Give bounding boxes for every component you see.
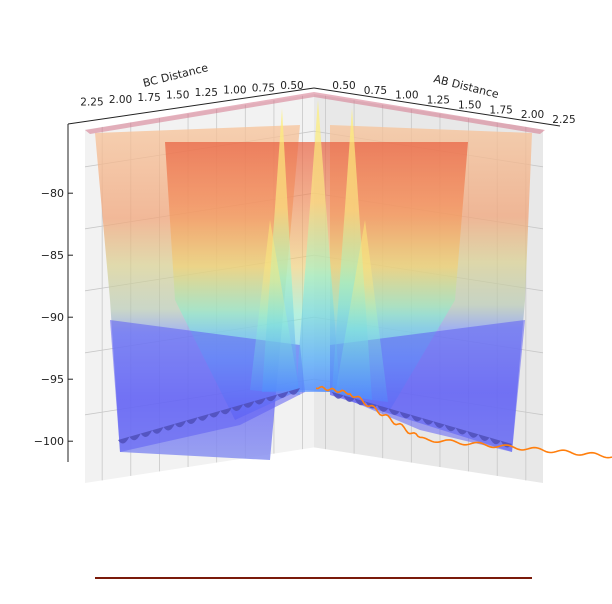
bc-tick-label: 1.75: [137, 92, 160, 104]
axis-ticks: −80 −85 −90 −95 −100 0.50 0.75 1.00 1.25 1.50 1.75…: [34, 80, 576, 462]
right-scallop: [444, 424, 456, 432]
ab-tick-label: 1.00: [395, 90, 418, 102]
bc-tick-label: 0.75: [252, 82, 275, 94]
bc-tick-label: 1.50: [166, 89, 189, 101]
left-scallop: [186, 417, 198, 425]
surface-spike: [250, 220, 300, 395]
z-tick-label: −95: [41, 373, 64, 386]
ab-tick-label: 1.50: [458, 99, 481, 111]
ab-tick-label: 2.00: [521, 109, 544, 121]
trajectory-path: [315, 385, 612, 459]
left-scallop: [265, 394, 278, 402]
right-scallop: [433, 421, 445, 429]
left-scallop: [243, 401, 255, 408]
bc-tick-label: 2.25: [80, 96, 103, 108]
bc-axis-line: [67, 87, 315, 125]
right-scallop: [467, 431, 479, 438]
surface-spike: [296, 100, 340, 392]
z-tick-label: −80: [41, 187, 64, 200]
left-scallop: [277, 391, 289, 399]
right-scallop: [478, 434, 490, 442]
potential-surface: [85, 92, 545, 460]
left-scallop: [129, 433, 141, 441]
left-scallop: [140, 430, 153, 438]
bc-axis-label: BC Distance: [142, 61, 210, 90]
bc-tick-label: 0.50: [280, 80, 303, 92]
right-scallop: [399, 411, 411, 419]
bc-tick-label: 2.00: [109, 94, 132, 106]
surface-spike: [335, 220, 388, 402]
left-scallop: [174, 420, 187, 428]
z-tick-label: −100: [34, 435, 64, 448]
right-scallop: [410, 414, 422, 422]
left-scallop: [288, 388, 300, 395]
left-scallop: [118, 436, 130, 444]
ab-tick-label: 0.50: [332, 80, 355, 92]
z-tick-label: −85: [41, 249, 64, 262]
left-scallop: [231, 404, 244, 412]
trajectory-line: [315, 385, 612, 459]
left-scallop: [152, 427, 164, 434]
right-scallop: [422, 418, 434, 425]
left-scallop: [254, 397, 266, 405]
right-scallop: [343, 395, 355, 403]
bc-tick-label: 1.25: [195, 87, 218, 99]
ab-axis-line: [313, 87, 561, 127]
left-scallop: [163, 423, 175, 431]
right-scallop: [455, 427, 467, 435]
right-scallop: [489, 437, 501, 445]
right-scallop: [332, 392, 344, 399]
ab-tick-label: 0.75: [364, 85, 387, 97]
z-tick-label: −90: [41, 311, 64, 324]
right-scallop: [377, 405, 389, 412]
ab-tick-label: 1.75: [489, 104, 512, 116]
right-scallop: [388, 408, 400, 416]
left-scallop: [209, 410, 221, 418]
left-scallop: [197, 414, 209, 421]
ab-tick-label: 2.25: [552, 114, 575, 126]
bc-tick-label: 1.00: [223, 85, 246, 97]
left-scallop: [220, 407, 232, 415]
right-scallop: [354, 398, 366, 406]
ab-tick-label: 1.25: [427, 95, 450, 107]
